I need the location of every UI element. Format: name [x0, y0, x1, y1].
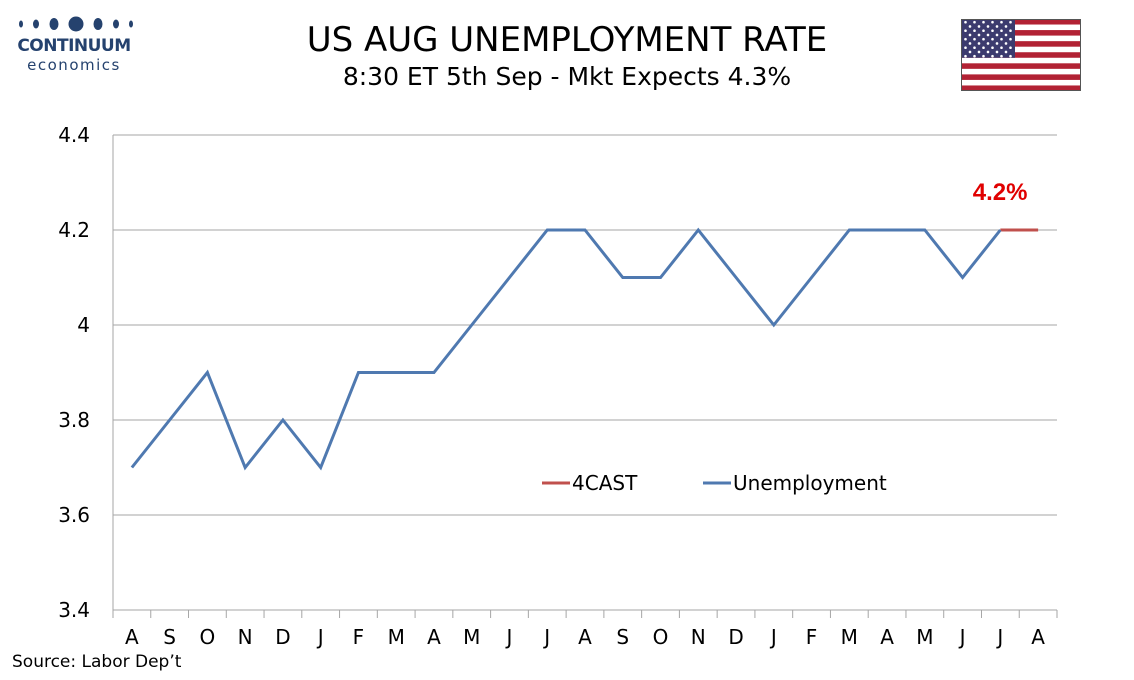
forecast-callout: 4.2%	[973, 179, 1028, 206]
continuum-logo: CONTINUUM economics	[12, 14, 136, 76]
series-line-unemployment	[130, 227, 1002, 471]
y-tick-label: 3.4	[58, 598, 90, 622]
x-tick-label: D	[275, 625, 290, 649]
y-tick-label: 4.4	[58, 123, 90, 147]
x-tick-label: O	[200, 625, 216, 649]
source-note: Source: Labor Dep’t	[12, 652, 182, 672]
x-tick-label: S	[163, 625, 176, 649]
x-tick-label: J	[505, 625, 513, 649]
x-tick-label: A	[880, 625, 894, 649]
chart-subtitle: 8:30 ET 5th Sep - Mkt Expects 4.3%	[342, 62, 792, 91]
y-tick-label: 3.6	[58, 503, 90, 527]
x-tick-label: J	[995, 625, 1003, 649]
x-tick-label: N	[238, 625, 253, 649]
x-tick-label: S	[616, 625, 629, 649]
x-tick-label: D	[728, 625, 743, 649]
logo-tagline: economics	[27, 56, 121, 74]
logo-brand-name: CONTINUUM	[17, 36, 131, 56]
us-flag-icon	[961, 19, 1081, 91]
x-tick-label: M	[841, 625, 858, 649]
y-tick-label: 4	[77, 313, 90, 337]
x-tick-label: A	[427, 625, 441, 649]
x-tick-label: J	[542, 625, 550, 649]
chart-title: US AUG UNEMPLOYMENT RATE	[306, 20, 828, 60]
y-tick-label: 4.2	[58, 218, 90, 242]
x-tick-label: M	[463, 625, 480, 649]
x-tick-label: M	[388, 625, 405, 649]
logo-dots-icon	[19, 16, 133, 32]
x-tick-label: O	[653, 625, 669, 649]
legend-label-unemployment: Unemployment	[733, 471, 887, 495]
x-tick-label: F	[806, 625, 818, 649]
y-tick-label: 3.8	[58, 408, 90, 432]
x-tick-label: J	[316, 625, 324, 649]
x-tick-label: N	[691, 625, 706, 649]
x-tick-label: J	[769, 625, 777, 649]
x-tick-label: A	[125, 625, 139, 649]
x-tick-label: F	[353, 625, 365, 649]
x-tick-label: A	[1031, 625, 1045, 649]
legend-label-4cast: 4CAST	[572, 471, 638, 495]
x-tick-label: J	[958, 625, 966, 649]
x-tick-label: A	[578, 625, 592, 649]
x-tick-label: M	[916, 625, 933, 649]
